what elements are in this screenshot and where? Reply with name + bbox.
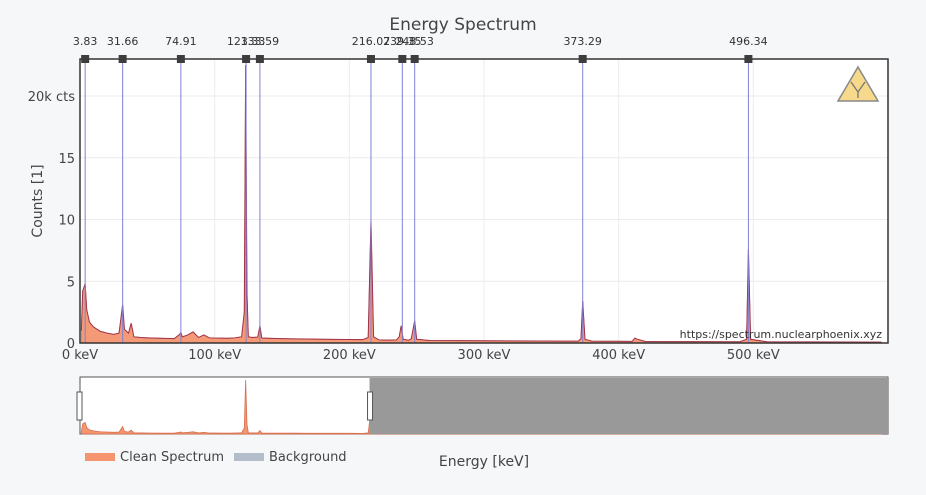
peak-marker-lines	[84, 59, 749, 343]
clean-spectrum-area	[80, 65, 882, 344]
legend: Clean Spectrum Background	[85, 450, 347, 465]
range-slider[interactable]	[76, 376, 889, 435]
y-tick-label: 10	[58, 214, 75, 229]
legend-item-clean-spectrum[interactable]: Clean Spectrum	[85, 450, 224, 465]
y-axis-label: Counts [1]	[30, 164, 46, 237]
watermark-url: https://spectrum.nuclearphoenix.xyz	[680, 328, 883, 341]
peak-marker-handle[interactable]	[242, 55, 251, 63]
peak-energy-label: 496.34	[729, 35, 768, 48]
peak-energy-label: 123.33	[227, 35, 266, 48]
peak-energy-label: 31.66	[107, 35, 139, 48]
peak-energy-label: 239.35	[383, 35, 422, 48]
peak-marker-handle[interactable]	[81, 55, 90, 63]
peak-marker-handle[interactable]	[366, 55, 375, 63]
plot-area[interactable]: https://spectrum.nuclearphoenix.xyz 3.83…	[73, 35, 889, 344]
peak-energy-label: 216.07	[352, 35, 391, 48]
peak-marker-handle[interactable]	[398, 55, 407, 63]
x-axis: 0 keV 100 keV 200 keV 300 keV 400 keV 500 keV	[62, 348, 780, 363]
peak-marker-handle[interactable]	[744, 55, 753, 63]
x-tick-label: 100 keV	[188, 348, 241, 363]
y-tick-label: 20k cts	[28, 90, 75, 105]
plot-frame	[79, 58, 889, 344]
peak-marker-handle[interactable]	[176, 55, 185, 63]
range-slider-left-handle[interactable]	[76, 391, 83, 421]
peak-energy-label: 248.53	[395, 35, 434, 48]
y-tick-label: 0	[67, 337, 75, 352]
y-axis: 0 5 10 15 20k cts	[28, 90, 75, 352]
range-slider-unselected-mask[interactable]	[369, 378, 888, 434]
x-tick-label: 400 keV	[592, 348, 645, 363]
clean-spectrum-line	[80, 65, 882, 343]
x-tick-label: 300 keV	[458, 348, 511, 363]
peak-marker-handle[interactable]	[578, 55, 587, 63]
range-slider-right-handle[interactable]	[367, 391, 374, 421]
x-axis-label: Energy [keV]	[439, 454, 529, 470]
gamma-logo-icon	[836, 65, 880, 102]
peak-marker-handle[interactable]	[118, 55, 127, 63]
peak-energy-label: 74.91	[165, 35, 197, 48]
x-tick-label: 0 keV	[62, 348, 98, 363]
x-tick-label: 200 keV	[323, 348, 376, 363]
y-tick-label: 15	[58, 152, 75, 167]
y-tick-label: 5	[67, 275, 75, 290]
peak-marker-handle[interactable]	[410, 55, 419, 63]
legend-swatch	[234, 453, 264, 461]
peak-marker-handle[interactable]	[255, 55, 264, 63]
legend-item-background[interactable]: Background	[234, 450, 347, 465]
x-tick-label: 500 keV	[727, 348, 780, 363]
legend-label: Clean Spectrum	[120, 450, 224, 465]
peak-energy-label: 3.83	[73, 35, 98, 48]
legend-label: Background	[269, 450, 347, 465]
peak-energy-label: 133.59	[241, 35, 280, 48]
legend-swatch	[85, 453, 115, 461]
chart-title: Energy Spectrum	[389, 15, 536, 35]
peak-energy-label: 373.29	[563, 35, 602, 48]
grid-lines	[80, 59, 888, 343]
